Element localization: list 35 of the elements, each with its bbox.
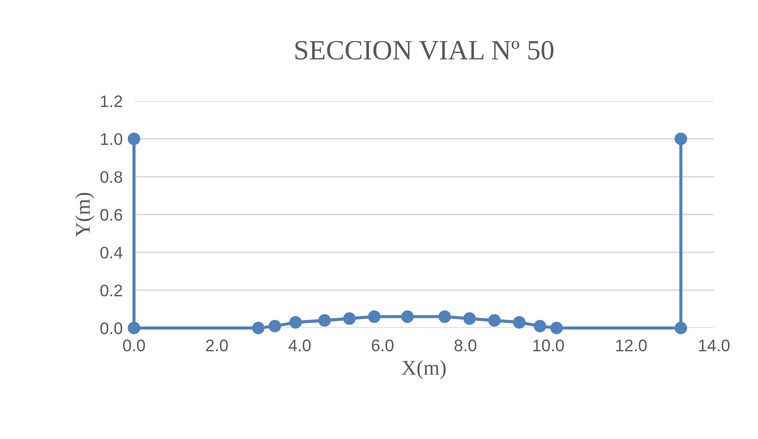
x-tick-label: 0.0 — [123, 340, 145, 352]
point — [550, 322, 563, 334]
y-axis-title: Y(m) — [75, 192, 94, 237]
point — [268, 320, 282, 332]
point — [128, 132, 140, 146]
point — [318, 314, 331, 327]
y-tick-label: 0.6 — [100, 208, 122, 221]
point — [252, 322, 265, 334]
x-tick-label: 10.0 — [533, 340, 564, 352]
point — [289, 316, 302, 329]
point — [343, 312, 356, 325]
y-tick-label: 1.0 — [100, 133, 122, 146]
point — [438, 310, 451, 323]
x-tick-label: 2.0 — [206, 340, 228, 352]
point — [488, 314, 501, 327]
point — [368, 310, 381, 323]
y-tick-label: 0.8 — [100, 171, 122, 183]
point — [128, 322, 140, 334]
x-axis-title: X(m) — [402, 360, 446, 380]
y-tick-label: 0.0 — [100, 322, 122, 334]
point — [463, 312, 476, 325]
point — [534, 320, 546, 332]
point — [401, 310, 414, 323]
y-tick-label: 1.2 — [100, 95, 122, 108]
y-tick-label: 0.4 — [100, 246, 122, 259]
x-tick-label: 14.0 — [699, 340, 730, 352]
x-tick-label: 4.0 — [288, 340, 311, 352]
y-tick-label: 0.2 — [100, 284, 122, 296]
point — [674, 322, 688, 334]
point — [513, 316, 526, 329]
x-tick-label: 8.0 — [454, 340, 476, 352]
point — [674, 132, 688, 146]
x-tick-label: 12.0 — [616, 340, 647, 352]
x-tick-label: 6.0 — [372, 340, 394, 352]
chart-title: SECCION VIAL Nº 50 — [295, 40, 554, 60]
